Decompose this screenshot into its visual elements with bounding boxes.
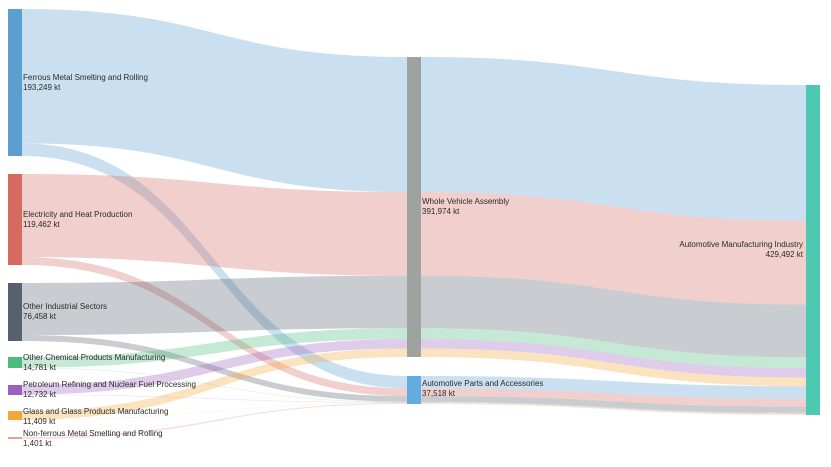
link-parts-to-industry-from-nonferrous (421, 403, 806, 415)
label-industry-value: 429,492 kt (766, 250, 804, 259)
link-parts-to-industry-from-petro (421, 402, 806, 414)
label-chem-name: Other Chemical Products Manufacturing (23, 353, 165, 362)
label-petro-value: 12,732 kt (23, 390, 57, 399)
link-assembly-to-industry-from-ferrous (421, 57, 806, 221)
label-assembly-value: 391,974 kt (422, 207, 460, 216)
link-glass-to-parts (22, 402, 407, 420)
link-assembly-to-industry-from-other_ind (421, 275, 806, 358)
label-parts-value: 37,518 kt (422, 389, 456, 398)
link-nonferrous-to-assembly (22, 356, 407, 438)
node-nonferrous[interactable] (8, 437, 22, 439)
label-ferrous-name: Ferrous Metal Smelting and Rolling (23, 73, 148, 82)
label-parts-name: Automotive Parts and Accessories (422, 379, 543, 388)
node-electricity[interactable] (8, 174, 22, 265)
label-industry-name: Automotive Manufacturing Industry (679, 240, 803, 249)
label-petro-name: Petroleum Refining and Nuclear Fuel Proc… (23, 380, 196, 389)
links-layer (22, 9, 806, 439)
node-industry[interactable] (806, 85, 820, 415)
link-ferrous-to-parts (22, 143, 407, 389)
label-electricity-name: Electricity and Heat Production (23, 210, 132, 219)
node-other_ind[interactable] (8, 283, 22, 341)
link-chem-to-parts (22, 367, 407, 403)
link-nonferrous-to-parts (22, 403, 407, 439)
label-other_ind-value: 76,458 kt (23, 312, 57, 321)
link-assembly-to-industry-from-nonferrous (421, 356, 806, 387)
link-assembly-to-industry-from-electricity (421, 192, 806, 305)
label-assembly-name: Whole Vehicle Assembly (422, 197, 509, 206)
link-parts-to-industry-from-other_ind (421, 396, 806, 413)
link-parts-to-industry-from-glass (421, 402, 806, 415)
link-parts-to-industry-from-electricity (421, 388, 806, 407)
node-parts[interactable] (407, 376, 421, 404)
label-chem-value: 14,781 kt (23, 363, 57, 372)
labels-layer: Ferrous Metal Smelting and Rolling193,24… (23, 73, 804, 448)
label-electricity-value: 119,462 kt (23, 220, 61, 229)
link-glass-to-assembly (22, 348, 407, 420)
link-assembly-to-industry-from-petro (421, 339, 806, 378)
node-ferrous[interactable] (8, 9, 22, 156)
node-assembly[interactable] (407, 57, 421, 357)
label-nonferrous-value: 1,401 kt (23, 439, 52, 448)
nodes-layer (8, 9, 820, 439)
label-glass-value: 11,409 kt (23, 417, 56, 426)
link-chem-to-assembly (22, 328, 407, 368)
link-electricity-to-parts (22, 257, 407, 397)
label-glass-name: Glass and Glass Products Manufacturing (23, 407, 168, 416)
link-other_ind-to-assembly (22, 275, 407, 336)
link-parts-to-industry-from-ferrous (421, 376, 806, 399)
label-other_ind-name: Other Industrial Sectors (23, 302, 107, 311)
link-assembly-to-industry-from-chem (421, 328, 806, 369)
link-ferrous-to-assembly (22, 9, 407, 193)
label-nonferrous-name: Non-ferrous Metal Smelting and Rolling (23, 429, 163, 438)
link-parts-to-industry-from-chem (421, 401, 806, 414)
node-chem[interactable] (8, 357, 22, 368)
link-electricity-to-assembly (22, 174, 407, 276)
node-petro[interactable] (8, 385, 22, 395)
link-petro-to-assembly (22, 339, 407, 395)
link-petro-to-parts (22, 394, 407, 403)
link-other_ind-to-parts (22, 335, 407, 402)
link-assembly-to-industry-from-glass (421, 348, 806, 387)
label-ferrous-value: 193,249 kt (23, 83, 61, 92)
node-glass[interactable] (8, 411, 22, 420)
